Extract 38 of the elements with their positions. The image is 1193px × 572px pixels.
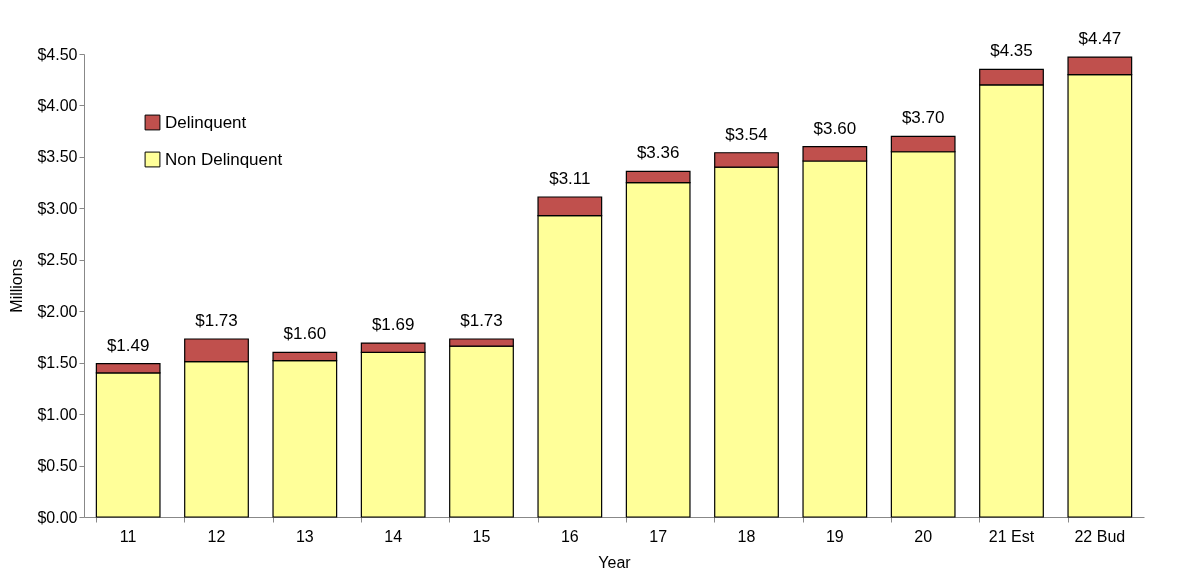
y-tick-label: $4.50 xyxy=(37,45,78,63)
total-label: $3.54 xyxy=(725,124,768,144)
legend-label: Non Delinquent xyxy=(165,149,283,169)
y-tick-label: $1.00 xyxy=(37,405,78,423)
y-tick-label: $3.00 xyxy=(37,199,78,217)
total-label: $1.73 xyxy=(195,311,238,330)
x-tick-label: 13 xyxy=(295,527,314,545)
total-label: $1.69 xyxy=(371,315,415,335)
total-label: $1.73 xyxy=(460,311,503,330)
x-tick-label: 18 xyxy=(737,527,756,545)
x-tick-label: 17 xyxy=(649,527,668,545)
total-label: $1.60 xyxy=(283,324,327,344)
y-tick-label: $2.00 xyxy=(37,302,78,320)
y-tick-label: $2.50 xyxy=(37,251,78,269)
x-tick-label: 16 xyxy=(560,527,579,545)
x-axis-title: Year xyxy=(598,553,632,571)
y-tick-label: $4.00 xyxy=(37,96,78,114)
y-axis-title: Millions xyxy=(8,259,26,313)
x-tick-label: 12 xyxy=(207,527,226,545)
total-label: $1.49 xyxy=(106,335,150,355)
x-tick-label: 14 xyxy=(384,527,403,545)
y-tick-label: $3.50 xyxy=(37,148,78,166)
x-tick-label: 11 xyxy=(119,527,137,545)
x-tick-label: 15 xyxy=(472,527,491,545)
total-label: $3.70 xyxy=(901,108,945,128)
total-label: $4.35 xyxy=(990,41,1033,61)
total-label: $3.60 xyxy=(813,118,857,138)
y-tick-label: $0.50 xyxy=(37,457,78,475)
total-label: $4.47 xyxy=(1078,29,1122,49)
x-tick-label: 20 xyxy=(914,527,933,545)
x-tick-label: 21 Est xyxy=(988,527,1035,545)
y-tick-label: $0.00 xyxy=(37,508,78,526)
total-label: $3.36 xyxy=(636,143,680,163)
legend-label: Delinquent xyxy=(165,112,247,132)
x-tick-label: 22 Bud xyxy=(1074,527,1126,545)
x-tick-label: 19 xyxy=(825,527,844,545)
total-label: $3.11 xyxy=(549,169,591,189)
y-tick-label: $1.50 xyxy=(37,354,78,372)
